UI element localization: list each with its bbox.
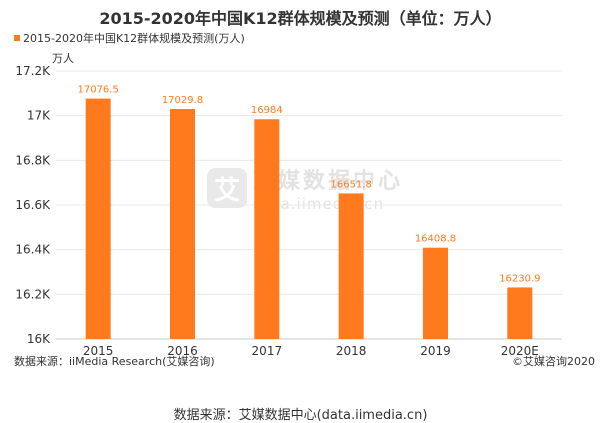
legend-label: 2015-2020年中国K12群体规模及预测(万人) [23,32,245,45]
legend: 2015-2020年中国K12群体规模及预测(万人) [14,30,245,46]
chart-title: 2015-2020年中国K12群体规模及预测（单位：万人） [99,9,502,28]
x-tick-label: 2017 [252,344,283,358]
x-tick-label: 2016 [167,344,198,358]
x-tick-label: 2019 [420,344,451,358]
x-tick-label: 2015 [83,344,114,358]
y-tick-label: 16K [27,332,51,346]
y-tick-label: 16.6K [15,198,51,212]
data-label: 17076.5 [77,85,118,96]
data-label: 16408.8 [415,234,456,245]
bar [170,109,195,340]
bar [254,119,280,340]
y-tick-label: 17.2K [15,64,51,78]
data-label: 16984 [251,105,283,116]
footer-source: 数据来源：艾媒数据中心(data.iimedia.cn) [173,408,428,423]
y-tick-label: 17K [27,109,51,123]
bar [338,193,364,339]
y-tick-label: 16.4K [15,243,51,257]
bar [85,98,111,339]
bar [507,287,533,339]
data-label: 17029.8 [162,95,203,106]
x-tick-label: 2020E [501,344,539,358]
y-tick-label: 16.8K [15,153,51,167]
y-axis-unit: 万人 [52,52,74,65]
bar [423,247,448,339]
data-label: 16651.8 [330,179,371,190]
legend-swatch [14,35,20,41]
copyright: ©艾媒咨询2020 [512,355,595,368]
data-label: 16230.9 [499,273,540,284]
data-source: 数据来源：iiMedia Research(艾媒咨询) [14,355,215,368]
y-tick-label: 16.2K [15,287,51,301]
x-tick-label: 2018 [336,344,367,358]
